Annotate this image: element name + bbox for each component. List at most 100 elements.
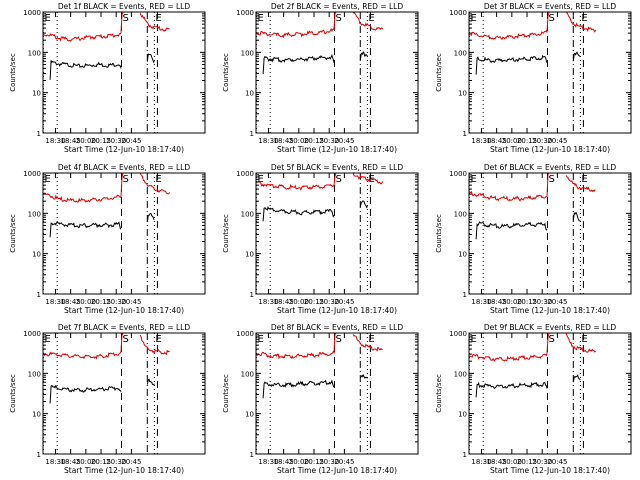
events-line: [146, 378, 155, 386]
x-tick-label: 20:30: [532, 298, 552, 306]
x-tick-label: 18:45: [274, 137, 294, 145]
y-tick-label: 1000: [23, 330, 41, 338]
y-tick-label: 1000: [449, 330, 467, 338]
panel-8: Det 8f BLACK = Events, RED = LLD E S E 1 10 10…: [222, 323, 419, 475]
x-tick-label: 20:30: [319, 137, 339, 145]
lld-line: [255, 172, 337, 191]
y-tick-label: 1000: [236, 330, 254, 338]
y-tick-label: 1: [250, 451, 254, 459]
x-tick-label: 18:45: [61, 458, 81, 466]
y-tick-label: 1000: [23, 170, 41, 178]
panel-2: Det 2f BLACK = Events, RED = LLD E S E 1 10 10…: [222, 2, 419, 154]
y-tick-label: 10: [32, 411, 41, 419]
lld-line: [255, 11, 337, 39]
x-tick-label: 20:15: [517, 137, 537, 145]
x-tick-label: 18:30: [471, 298, 491, 306]
marker-label: S: [335, 334, 341, 345]
x-tick-label: 18:30: [45, 298, 65, 306]
y-tick-label: 10: [245, 411, 254, 419]
x-tick-label: 18:45: [487, 137, 507, 145]
marker-label: S: [548, 174, 554, 185]
y-axis-label: Counts/sec: [435, 53, 443, 92]
events-line: [359, 373, 368, 379]
marker-label: E: [471, 174, 477, 185]
x-tick-label: 20:00: [502, 298, 522, 306]
x-tick-label: 20:00: [76, 298, 96, 306]
x-tick-label: 18:30: [471, 137, 491, 145]
x-axis-label: Start Time (12-Jun-10 18:17:40): [64, 466, 184, 475]
panel-5: Det 5f BLACK = Events, RED = LLD E S E 1 10 10…: [222, 163, 419, 315]
x-tick-label: 20:15: [91, 458, 111, 466]
y-axis-label: Counts/sec: [222, 374, 230, 413]
events-line: [146, 212, 155, 222]
lld-line: [255, 332, 337, 360]
marker-label: E: [45, 13, 51, 24]
panel-9: Det 9f BLACK = Events, RED = LLD E S E 1 10 10…: [435, 323, 632, 475]
x-tick-label: 20:45: [547, 137, 567, 145]
x-tick-label: 20:45: [121, 137, 141, 145]
marker-label: E: [581, 334, 587, 345]
panel-7: Det 7f BLACK = Events, RED = LLD E S E 1 10 10…: [9, 323, 206, 475]
y-tick-label: 1000: [236, 170, 254, 178]
x-tick-label: 20:00: [289, 458, 309, 466]
panel-title: Det 5f BLACK = Events, RED = LLD: [271, 163, 404, 172]
lld-line: [352, 334, 383, 352]
marker-label: E: [581, 13, 587, 24]
plot-frame: [255, 11, 419, 134]
events-line: [572, 51, 581, 62]
y-tick-label: 1000: [449, 170, 467, 178]
panel-4: Det 4f BLACK = Events, RED = LLD E S E 1 10 10…: [9, 163, 206, 315]
x-tick-label: 20:15: [91, 137, 111, 145]
plot-frame: [468, 172, 632, 295]
events-line: [475, 381, 548, 398]
x-axis-label: Start Time (12-Jun-10 18:17:40): [277, 145, 397, 154]
y-tick-label: 1: [250, 130, 254, 138]
x-tick-label: 20:00: [76, 458, 96, 466]
y-tick-label: 1000: [236, 9, 254, 17]
x-tick-label: 20:30: [319, 458, 339, 466]
panel-title: Det 4f BLACK = Events, RED = LLD: [58, 163, 191, 172]
y-tick-label: 100: [241, 49, 254, 57]
x-tick-label: 18:45: [274, 298, 294, 306]
panels-group: Det 1f BLACK = Events, RED = LLD E S E 1 10 10…: [9, 2, 632, 475]
y-tick-label: 1: [463, 130, 467, 138]
events-line: [262, 206, 335, 222]
y-axis-label: Counts/sec: [222, 214, 230, 253]
x-tick-label: 20:15: [91, 298, 111, 306]
y-tick-label: 1: [37, 451, 41, 459]
events-line: [262, 379, 335, 399]
x-tick-label: 18:45: [487, 298, 507, 306]
y-tick-label: 100: [454, 49, 467, 57]
marker-label: S: [335, 13, 341, 24]
x-tick-label: 18:45: [61, 137, 81, 145]
x-axis-label: Start Time (12-Jun-10 18:17:40): [490, 306, 610, 315]
marker-label: S: [548, 13, 554, 24]
x-tick-label: 18:45: [274, 458, 294, 466]
lld-line: [42, 11, 124, 42]
panel-title: Det 1f BLACK = Events, RED = LLD: [58, 2, 191, 11]
x-tick-label: 20:00: [502, 458, 522, 466]
x-tick-label: 18:30: [45, 458, 65, 466]
x-axis-label: Start Time (12-Jun-10 18:17:40): [64, 145, 184, 154]
y-tick-label: 1000: [449, 9, 467, 17]
panel-title: Det 7f BLACK = Events, RED = LLD: [58, 323, 191, 332]
lld-line: [566, 11, 597, 33]
marker-label: E: [258, 13, 264, 24]
x-tick-label: 20:45: [547, 458, 567, 466]
y-axis-label: Counts/sec: [222, 53, 230, 92]
y-tick-label: 100: [454, 210, 467, 218]
x-tick-label: 20:45: [334, 137, 354, 145]
y-axis-label: Counts/sec: [435, 374, 443, 413]
marker-label: E: [471, 334, 477, 345]
x-tick-label: 18:45: [487, 458, 507, 466]
x-tick-label: 20:00: [76, 137, 96, 145]
y-axis-label: Counts/sec: [9, 374, 17, 413]
y-tick-label: 10: [458, 90, 467, 98]
marker-label: S: [122, 13, 128, 24]
x-tick-label: 18:30: [258, 298, 278, 306]
x-tick-label: 20:45: [334, 458, 354, 466]
y-axis-label: Counts/sec: [9, 53, 17, 92]
x-tick-label: 20:00: [289, 298, 309, 306]
lld-line: [139, 172, 171, 195]
